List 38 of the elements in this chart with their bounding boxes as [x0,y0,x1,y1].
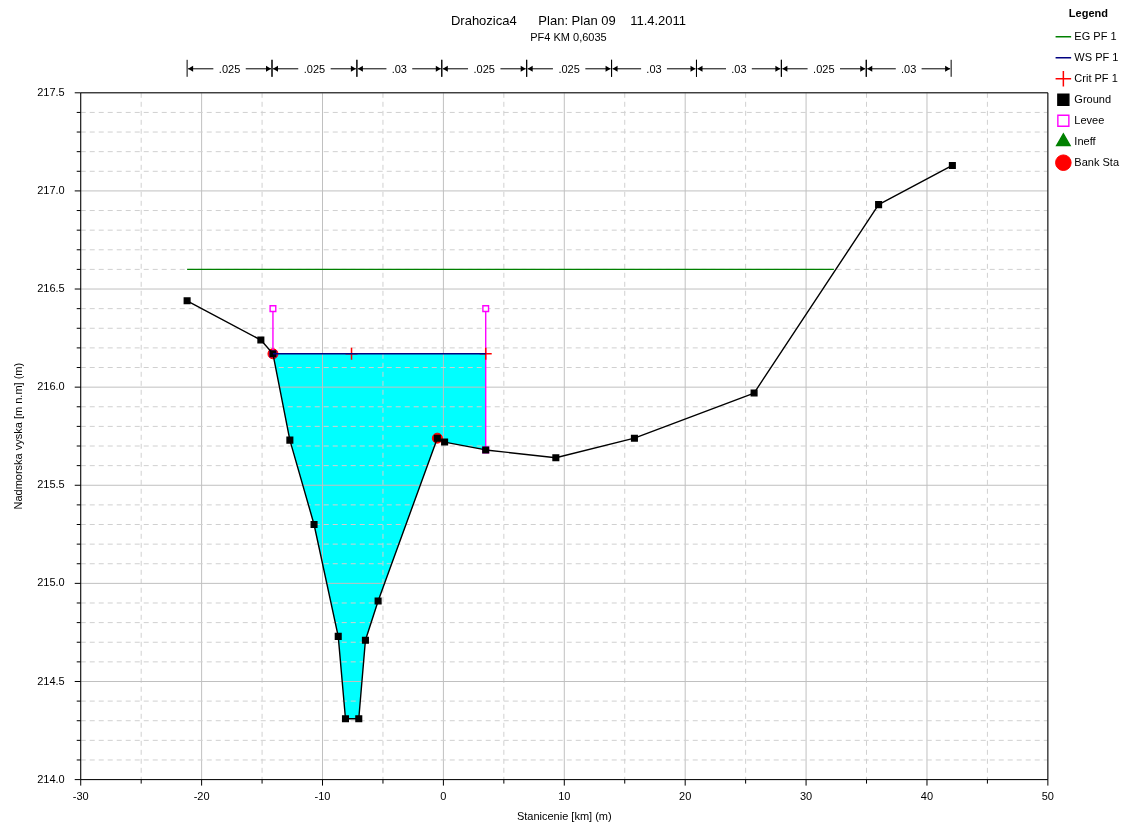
text: .025 [303,62,326,75]
legend-title: Legend [1068,6,1108,19]
x-axis-title: Stanicenie [km] (m) [516,810,612,823]
x-tick-label: 50 [1041,790,1054,803]
legend-label: Levee [1074,113,1105,126]
text: .025 [813,62,835,75]
x-tick-label: 20 [679,790,692,803]
x-tick-label: 30 [799,790,813,803]
text: .03 [901,62,917,75]
x-tick-label: -20 [193,790,210,803]
legend-label: WS PF 1 [1074,50,1119,63]
text: .025 [558,62,580,75]
y-tick-label: 216.0 [37,380,65,393]
y-tick-label: 217.5 [37,85,65,98]
chart-subtitle: PF4 KM 0,6035 [530,31,607,44]
text: .03 [731,62,747,75]
y-tick-label: 214.0 [37,772,65,785]
chart-title: Drahozica4 Plan: Plan 09 11.4.2011 [450,13,687,29]
y-tick-label: 216.5 [37,282,65,295]
legend-label: Ground [1074,92,1112,105]
x-tick-label: 0 [440,790,447,803]
x-tick-label: 10 [558,790,571,803]
x-tick-label: -30 [72,790,89,803]
legend-label: EG PF 1 [1074,29,1117,42]
y-tick-label: 215.0 [37,576,65,589]
y-tick-label: 215.5 [37,478,65,491]
legend-label: Crit PF 1 [1074,71,1118,84]
text: .03 [391,62,407,75]
x-tick-label: -10 [314,790,331,803]
text: .025 [473,62,495,75]
text: .03 [646,62,662,75]
y-tick-label: 217.0 [37,183,65,196]
legend-label: Ineff [1074,134,1097,147]
x-tick-label: 40 [920,790,934,803]
text: .025 [218,62,241,75]
y-tick-label: 214.5 [37,674,65,687]
y-axis-title: Nadmorska vyska [m n.m] (m) [11,362,24,510]
legend-label: Bank Sta [1074,155,1120,168]
